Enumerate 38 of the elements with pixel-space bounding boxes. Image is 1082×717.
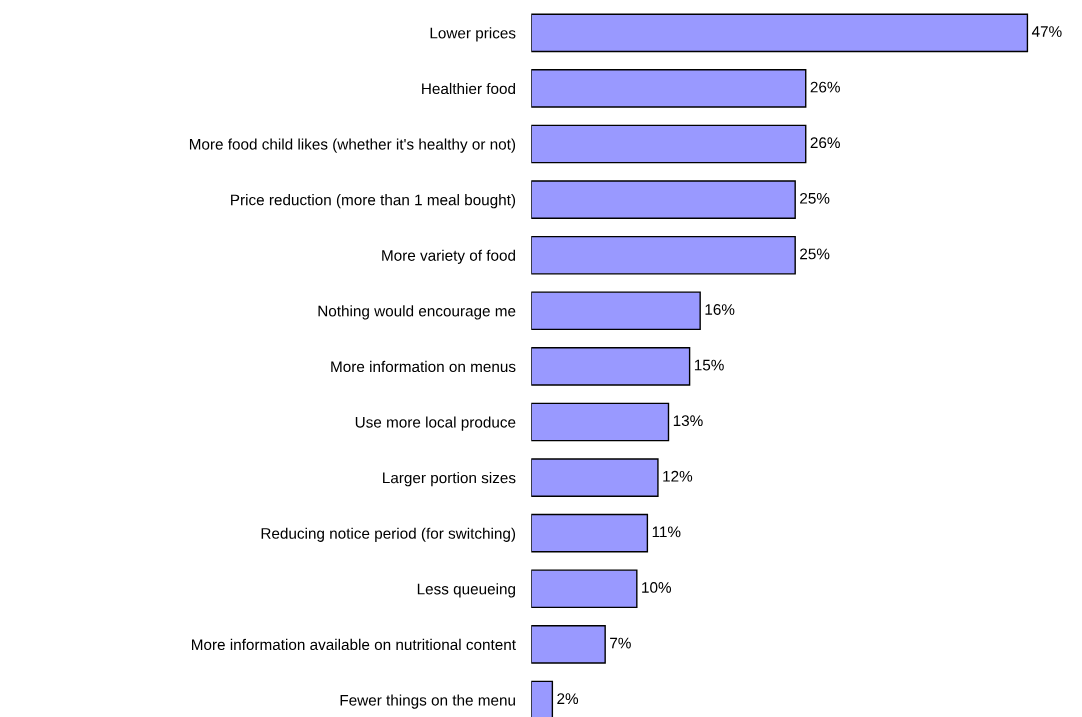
y-tick-label: Healthier food bbox=[422, 82, 516, 95]
y-tick-label: Less queueing bbox=[417, 583, 516, 598]
bar bbox=[531, 569, 638, 609]
data-label: 11% bbox=[652, 526, 681, 538]
bar bbox=[531, 625, 606, 664]
bar bbox=[531, 180, 796, 219]
bar bbox=[531, 69, 807, 108]
y-tick-label: Fewer things on the menu bbox=[340, 694, 515, 709]
data-label: 25% bbox=[800, 248, 830, 260]
y-tick-label: More variety of food bbox=[382, 249, 516, 264]
data-label: 13% bbox=[673, 415, 703, 427]
y-tick-label: More information on menus bbox=[331, 360, 516, 373]
y-tick-label: Lower prices bbox=[430, 27, 516, 42]
data-label: 15% bbox=[694, 359, 724, 371]
data-label: 10% bbox=[642, 582, 672, 593]
data-label: 26% bbox=[810, 81, 840, 93]
y-tick-label: More information available on nutritional content bbox=[192, 638, 516, 651]
bar bbox=[531, 13, 1029, 53]
bar bbox=[531, 291, 701, 331]
data-label: 26% bbox=[810, 137, 840, 149]
data-label: 16% bbox=[705, 304, 735, 315]
y-tick-label: More food child likes (whether it's healthy or not) bbox=[189, 138, 516, 153]
bar bbox=[531, 235, 796, 275]
bar bbox=[531, 402, 670, 442]
y-tick-label: Reducing notice period (for switching) bbox=[261, 527, 516, 542]
y-tick-label: Price reduction (more than 1 meal bought) bbox=[231, 194, 516, 209]
bar bbox=[531, 124, 807, 164]
y-tick-label: Larger portion sizes bbox=[383, 472, 516, 487]
data-label: 12% bbox=[663, 470, 693, 482]
bar bbox=[531, 458, 659, 497]
data-label: 2% bbox=[557, 693, 579, 704]
bar bbox=[531, 513, 649, 553]
bar bbox=[531, 347, 691, 386]
data-label: 7% bbox=[610, 637, 631, 649]
y-tick-label: Use more local produce bbox=[355, 416, 516, 431]
data-label: 47% bbox=[1031, 26, 1062, 37]
y-tick-label: Nothing would encourage me bbox=[318, 305, 516, 320]
data-label: 25% bbox=[800, 192, 830, 204]
